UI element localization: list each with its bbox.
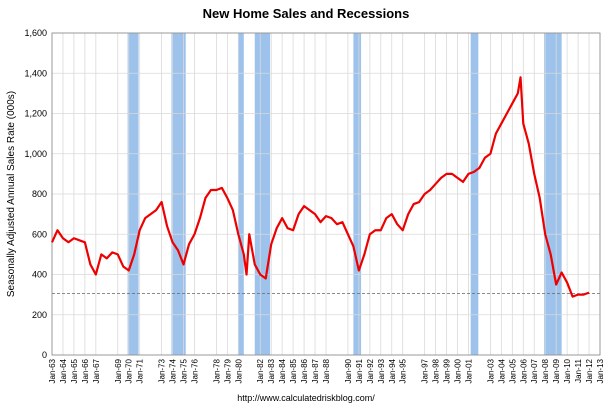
y-tick-label: 1,400 — [24, 68, 47, 78]
x-tick-label: Jan-69 — [114, 358, 123, 383]
x-tick-label: Jan-63 — [48, 358, 57, 383]
x-tick-label: Jan-79 — [223, 358, 232, 383]
x-tick-label: Jan-08 — [541, 358, 550, 383]
y-tick-label: 1,000 — [24, 149, 47, 159]
x-tick-label: Jan-97 — [421, 358, 430, 383]
x-tick-label: Jan-76 — [190, 358, 199, 383]
x-tick-label: Jan-80 — [234, 358, 243, 383]
x-tick-label: Jan-65 — [70, 358, 79, 383]
x-tick-label: Jan-13 — [596, 358, 605, 383]
y-tick-label: 1,200 — [24, 109, 47, 119]
x-tick-label: Jan-64 — [59, 358, 68, 383]
y-tick-label: 400 — [32, 270, 47, 280]
x-tick-label: Jan-86 — [300, 358, 309, 383]
chart-title: New Home Sales and Recessions — [203, 6, 410, 21]
x-tick-label: Jan-06 — [519, 358, 528, 383]
x-tick-label: Jan-83 — [267, 358, 276, 383]
y-tick-label: 0 — [42, 350, 47, 360]
x-tick-label: Jan-93 — [377, 358, 386, 383]
x-tick-label: Jan-82 — [256, 358, 265, 383]
x-tick-label: Jan-67 — [92, 358, 101, 383]
x-tick-label: Jan-07 — [530, 358, 539, 383]
y-tick-label: 1,600 — [24, 28, 47, 38]
x-tick-label: Jan-74 — [169, 358, 178, 383]
y-axis-label: Seasonally Adjusted Annual Sales Rate (0… — [6, 91, 17, 297]
x-tick-label: Jan-10 — [563, 358, 572, 383]
x-tick-label: Jan-03 — [486, 358, 495, 383]
x-tick-label: Jan-73 — [158, 358, 167, 383]
x-tick-label: Jan-70 — [125, 358, 134, 383]
x-tick-label: Jan-11 — [574, 358, 583, 382]
plot-border — [51, 32, 601, 356]
x-tick-label: Jan-78 — [212, 358, 221, 383]
x-tick-label: Jan-09 — [552, 358, 561, 383]
x-tick-label: Jan-66 — [81, 358, 90, 383]
x-tick-label: Jan-84 — [278, 358, 287, 383]
x-tick-label: Jan-87 — [311, 358, 320, 383]
y-tick-label: 200 — [32, 310, 47, 320]
x-tick-label: Jan-71 — [136, 358, 145, 383]
x-tick-label: Jan-88 — [322, 358, 331, 383]
x-tick-label: Jan-90 — [344, 358, 353, 383]
y-tick-label: 800 — [32, 189, 47, 199]
x-tick-label: Jan-95 — [399, 358, 408, 383]
x-tick-label: Jan-91 — [355, 358, 364, 383]
x-tick-label: Jan-01 — [464, 358, 473, 383]
y-tick-label: 600 — [32, 229, 47, 239]
x-tick-label: Jan-00 — [454, 358, 463, 383]
x-tick-label: Jan-05 — [508, 358, 517, 383]
x-tick-label: Jan-98 — [432, 358, 441, 383]
x-tick-label: Jan-92 — [366, 358, 375, 383]
x-tick-label: Jan-12 — [585, 358, 594, 383]
sales-line — [50, 76, 590, 298]
x-tick-label: Jan-75 — [180, 358, 189, 383]
source: http://www.calculatedriskblog.com/ — [237, 393, 375, 403]
x-tick-label: Jan-85 — [289, 358, 298, 383]
x-tick-label: Jan-94 — [388, 358, 397, 383]
x-tick-label: Jan-04 — [497, 358, 506, 383]
x-tick-label: Jan-99 — [443, 358, 452, 383]
